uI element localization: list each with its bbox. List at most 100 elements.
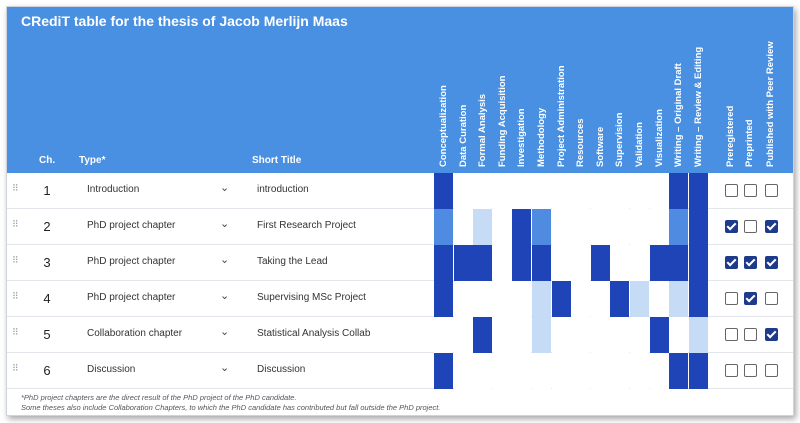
role-cell[interactable]: [551, 209, 571, 245]
flag-checkbox[interactable]: [744, 256, 757, 269]
role-cell[interactable]: [688, 353, 708, 389]
role-cell[interactable]: [551, 281, 571, 317]
role-cell[interactable]: [551, 317, 571, 353]
role-cell[interactable]: [453, 353, 473, 389]
role-cell[interactable]: [532, 173, 551, 209]
chapter-type-select[interactable]: PhD project chapter: [87, 292, 176, 303]
role-cell[interactable]: [669, 281, 689, 317]
role-cell[interactable]: [630, 173, 649, 209]
flag-checkbox[interactable]: [765, 220, 778, 233]
role-cell[interactable]: [669, 317, 689, 353]
role-cell[interactable]: [512, 173, 532, 209]
role-cell[interactable]: [590, 209, 610, 245]
role-cell[interactable]: [532, 245, 551, 281]
flag-checkbox[interactable]: [725, 328, 738, 341]
role-cell[interactable]: [649, 353, 669, 389]
chapter-type-select[interactable]: Introduction: [87, 184, 140, 195]
flag-checkbox[interactable]: [725, 184, 738, 197]
role-cell[interactable]: [571, 281, 591, 317]
drag-handle-icon[interactable]: ⠿: [12, 219, 19, 229]
role-cell[interactable]: [630, 353, 649, 389]
role-cell[interactable]: [610, 245, 630, 281]
chevron-down-icon[interactable]: ⌄: [220, 182, 230, 194]
role-cell[interactable]: [532, 281, 551, 317]
role-cell[interactable]: [434, 245, 453, 281]
role-cell[interactable]: [551, 353, 571, 389]
role-cell[interactable]: [512, 317, 532, 353]
chapter-type-select[interactable]: PhD project chapter: [87, 256, 176, 267]
role-cell[interactable]: [610, 353, 630, 389]
role-cell[interactable]: [453, 209, 473, 245]
role-cell[interactable]: [434, 353, 453, 389]
chevron-down-icon[interactable]: ⌄: [220, 254, 230, 266]
role-cell[interactable]: [473, 353, 493, 389]
drag-handle-icon[interactable]: ⠿: [12, 255, 19, 265]
role-cell[interactable]: [571, 317, 591, 353]
role-cell[interactable]: [512, 281, 532, 317]
role-cell[interactable]: [610, 281, 630, 317]
role-cell[interactable]: [610, 209, 630, 245]
role-cell[interactable]: [688, 173, 708, 209]
role-cell[interactable]: [473, 281, 493, 317]
role-cell[interactable]: [492, 353, 512, 389]
role-cell[interactable]: [532, 317, 551, 353]
role-cell[interactable]: [434, 281, 453, 317]
role-cell[interactable]: [610, 173, 630, 209]
role-cell[interactable]: [590, 173, 610, 209]
role-cell[interactable]: [492, 317, 512, 353]
role-cell[interactable]: [590, 245, 610, 281]
role-cell[interactable]: [512, 209, 532, 245]
flag-checkbox[interactable]: [765, 328, 778, 341]
chapter-type-select[interactable]: Collaboration chapter: [87, 328, 183, 339]
role-cell[interactable]: [630, 317, 649, 353]
flag-checkbox[interactable]: [744, 184, 757, 197]
role-cell[interactable]: [492, 209, 512, 245]
role-cell[interactable]: [590, 281, 610, 317]
role-cell[interactable]: [669, 245, 689, 281]
flag-checkbox[interactable]: [765, 364, 778, 377]
role-cell[interactable]: [630, 281, 649, 317]
role-cell[interactable]: [532, 209, 551, 245]
role-cell[interactable]: [492, 173, 512, 209]
role-cell[interactable]: [434, 173, 453, 209]
role-cell[interactable]: [453, 173, 473, 209]
role-cell[interactable]: [649, 173, 669, 209]
role-cell[interactable]: [512, 353, 532, 389]
role-cell[interactable]: [649, 281, 669, 317]
chevron-down-icon[interactable]: ⌄: [220, 362, 230, 374]
role-cell[interactable]: [473, 209, 493, 245]
role-cell[interactable]: [571, 173, 591, 209]
role-cell[interactable]: [669, 353, 689, 389]
role-cell[interactable]: [453, 317, 473, 353]
flag-checkbox[interactable]: [744, 292, 757, 305]
drag-handle-icon[interactable]: ⠿: [12, 327, 19, 337]
role-cell[interactable]: [630, 209, 649, 245]
role-cell[interactable]: [551, 245, 571, 281]
drag-handle-icon[interactable]: ⠿: [12, 363, 19, 373]
flag-checkbox[interactable]: [725, 292, 738, 305]
role-cell[interactable]: [434, 209, 453, 245]
role-cell[interactable]: [630, 245, 649, 281]
flag-checkbox[interactable]: [765, 256, 778, 269]
drag-handle-icon[interactable]: ⠿: [12, 291, 19, 301]
role-cell[interactable]: [590, 317, 610, 353]
role-cell[interactable]: [492, 281, 512, 317]
role-cell[interactable]: [649, 245, 669, 281]
role-cell[interactable]: [688, 317, 708, 353]
role-cell[interactable]: [434, 317, 453, 353]
chevron-down-icon[interactable]: ⌄: [220, 326, 230, 338]
role-cell[interactable]: [669, 209, 689, 245]
chevron-down-icon[interactable]: ⌄: [220, 290, 230, 302]
chapter-type-select[interactable]: Discussion: [87, 364, 136, 375]
role-cell[interactable]: [473, 173, 493, 209]
flag-checkbox[interactable]: [765, 184, 778, 197]
flag-checkbox[interactable]: [765, 292, 778, 305]
flag-checkbox[interactable]: [744, 364, 757, 377]
role-cell[interactable]: [590, 353, 610, 389]
flag-checkbox[interactable]: [725, 364, 738, 377]
role-cell[interactable]: [649, 209, 669, 245]
role-cell[interactable]: [571, 245, 591, 281]
flag-checkbox[interactable]: [725, 220, 738, 233]
role-cell[interactable]: [669, 173, 689, 209]
role-cell[interactable]: [649, 317, 669, 353]
